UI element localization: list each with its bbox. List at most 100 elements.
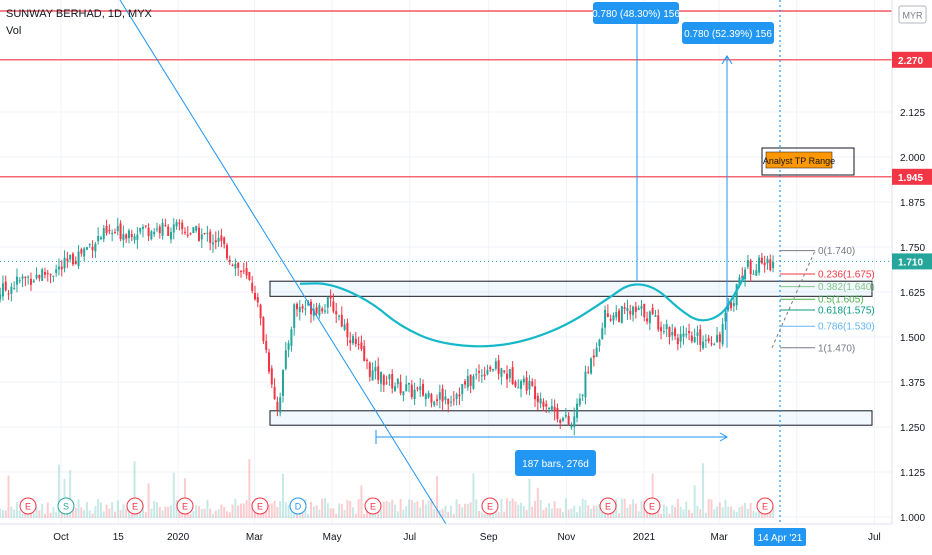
candle-body [559, 420, 562, 423]
event-marker[interactable] [19, 497, 37, 515]
volume-bar [469, 502, 472, 518]
volume-bar [385, 501, 388, 518]
volume-bar [349, 500, 352, 518]
y-tick-label: 1.500 [900, 333, 925, 344]
volume-bar [80, 507, 83, 518]
candle-body [623, 307, 626, 309]
candle-body [27, 276, 30, 278]
volume-bar [601, 511, 604, 518]
candle-body [713, 344, 716, 346]
currency-badge[interactable] [898, 5, 927, 24]
candle-body [545, 403, 548, 407]
resistance-zone[interactable] [269, 280, 873, 297]
candle-body [654, 315, 657, 317]
symbol-title: SUNWAY BERHAD, 1D, MYX [6, 8, 152, 20]
event-marker[interactable] [643, 497, 661, 515]
candle-body [676, 337, 679, 345]
candle-body [464, 381, 467, 385]
analyst-tp-box[interactable] [761, 147, 855, 176]
bars-range-label-box[interactable] [515, 450, 596, 476]
event-marker[interactable] [289, 497, 307, 515]
candle-body [270, 368, 273, 385]
candle-body [461, 383, 464, 395]
candle-body [716, 335, 719, 342]
volume-bar [688, 509, 691, 518]
y-tick-label: 1.875 [900, 198, 925, 209]
volume-bar [679, 506, 682, 518]
event-marker[interactable] [756, 497, 774, 515]
candle-body [385, 382, 388, 384]
event-marker[interactable] [176, 497, 194, 515]
cursor-date-badge[interactable] [754, 528, 806, 546]
candle-body [155, 228, 158, 230]
volume-bar [318, 509, 321, 518]
x-tick-label: Mar [246, 532, 264, 543]
measure-label-1-box[interactable] [593, 2, 679, 24]
candle-body [55, 269, 58, 273]
candle-body [562, 417, 565, 421]
candle-body [405, 384, 408, 391]
volume-bar [433, 508, 436, 518]
price-badge[interactable] [892, 168, 932, 185]
event-marker[interactable] [126, 497, 144, 515]
volume-bar [464, 503, 467, 518]
volume-bar [391, 499, 394, 518]
candle-body [108, 229, 111, 232]
candle-body [534, 386, 537, 400]
candle-body [91, 246, 94, 251]
candle-body [248, 271, 251, 280]
event-marker[interactable] [251, 497, 269, 515]
volume-bar [248, 459, 251, 518]
event-marker[interactable] [57, 497, 75, 515]
volume-bar [539, 499, 542, 518]
candle-body [492, 368, 495, 371]
volume-bar [150, 508, 153, 518]
volume-bar [4, 510, 7, 518]
volume-indicator-label[interactable]: Vol [6, 25, 22, 37]
volume-bar [525, 509, 528, 518]
volume-bar [242, 503, 245, 518]
candle-body [651, 308, 654, 315]
candle-body [707, 338, 710, 342]
candle-body [458, 394, 461, 397]
candle-body [158, 226, 161, 234]
candle-body [657, 315, 660, 330]
event-marker[interactable] [364, 497, 382, 515]
x-tick-label: 2021 [633, 532, 656, 543]
volume-bar [340, 503, 343, 518]
candle-body [738, 277, 741, 285]
candle-body [564, 414, 567, 417]
volume-bar [239, 503, 242, 518]
candle-body [209, 231, 212, 244]
candle-body [744, 269, 747, 280]
volume-bar [122, 504, 125, 518]
volume-bar [573, 505, 576, 518]
event-marker[interactable] [599, 497, 617, 515]
candle-body [693, 337, 696, 343]
volume-bar [623, 498, 626, 518]
volume-bar [685, 501, 688, 518]
volume-bar [77, 499, 80, 518]
volume-bar [545, 507, 548, 518]
candle-body [766, 258, 769, 264]
candle-body [763, 262, 766, 266]
price-badge[interactable] [892, 51, 932, 68]
candle-body [506, 373, 509, 380]
measure-label-2-box[interactable] [682, 22, 774, 44]
event-marker[interactable] [481, 497, 499, 515]
volume-bar [343, 509, 346, 518]
cup-and-handle-curve[interactable] [299, 274, 746, 348]
candle-body [671, 331, 674, 336]
price-badge[interactable] [892, 253, 932, 270]
volume-bar [195, 504, 198, 518]
candle-body [382, 375, 385, 386]
x-tick-label: May [323, 532, 342, 543]
candle-body [413, 389, 416, 400]
volume-bar [133, 461, 136, 518]
candle-body [469, 374, 472, 386]
candle-body [43, 272, 46, 275]
candle-body [343, 324, 346, 330]
